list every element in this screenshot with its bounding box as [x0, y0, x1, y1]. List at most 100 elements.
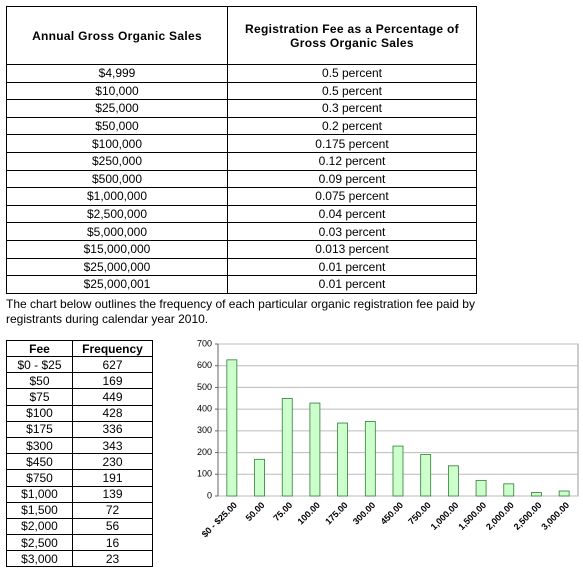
x-tick-label: 1,000.00 [429, 500, 461, 532]
table-row: $450 230 [6, 453, 153, 471]
header-cell: Frequency [72, 340, 153, 357]
table-cell: 336 [72, 420, 153, 438]
table-cell: $750 [6, 469, 73, 487]
table-row: $500,000 0.09 percent [6, 169, 477, 189]
table-cell: $2,500 [6, 534, 73, 552]
table-row: $50,000 0.2 percent [6, 116, 477, 136]
header-cell: Registration Fee as a Percentage of Gros… [227, 6, 477, 65]
table-cell: $4,999 [6, 64, 228, 83]
bar [281, 398, 293, 497]
table-row: $0 - $25 627 [6, 355, 153, 374]
table-cell: 0.175 percent [227, 134, 477, 153]
table-cell: $300 [6, 436, 73, 455]
x-tick-label: 2,500.00 [512, 500, 544, 532]
table-row: $1,000,000 0.075 percent [6, 187, 477, 206]
table-row: $10,000 0.5 percent [6, 81, 477, 101]
bar [558, 490, 570, 497]
table-cell: 0.01 percent [227, 275, 477, 294]
table-cell: 0.09 percent [227, 169, 477, 189]
header-row: Annual Gross Organic Sales Registration F… [6, 6, 477, 65]
x-tick-label: 300.00 [351, 500, 378, 527]
bar [503, 483, 515, 497]
table-cell: $250,000 [6, 151, 228, 171]
table-cell: 0.12 percent [227, 151, 477, 171]
y-tick-label: 500 [197, 382, 212, 392]
x-tick-label: 2,000.00 [484, 500, 516, 532]
table-cell: 0.03 percent [227, 222, 477, 241]
table-cell: $75 [6, 388, 73, 406]
table-row: $3,000 23 [6, 550, 153, 568]
table-cell: 343 [72, 436, 153, 455]
table-cell: 428 [72, 404, 153, 422]
table-row: $25,000,000 0.01 percent [6, 257, 477, 277]
table-cell: $1,000,000 [6, 187, 228, 206]
x-tick-label: 100.00 [295, 500, 322, 527]
bar [337, 422, 349, 497]
header-cell: Fee [6, 340, 73, 357]
bar [364, 421, 376, 497]
table-cell: $10,000 [6, 81, 228, 101]
table-cell: 0.2 percent [227, 116, 477, 136]
x-tick-label: 175.00 [323, 500, 350, 527]
bar [531, 492, 542, 497]
table-cell: $25,000,000 [6, 257, 228, 277]
table-row: $75 449 [6, 388, 153, 406]
table-cell: $50 [6, 372, 73, 390]
bar [420, 454, 432, 497]
table-row: $1,000 139 [6, 485, 153, 503]
table-cell: $1,000 [6, 485, 73, 503]
table-cell: $450 [6, 453, 73, 471]
table-cell: 56 [72, 517, 153, 536]
table-cell: $175 [6, 420, 73, 438]
table-row: $25,000,001 0.01 percent [6, 275, 477, 294]
table-cell: 0.3 percent [227, 99, 477, 118]
header-row: Fee Frequency [6, 340, 153, 357]
table-cell: $25,000 [6, 99, 228, 118]
table-row: $100,000 0.175 percent [6, 134, 477, 153]
table-cell: $100,000 [6, 134, 228, 153]
y-tick-label: 600 [197, 360, 212, 370]
table-cell: 0.013 percent [227, 239, 477, 259]
x-tick-label: 450.00 [379, 500, 406, 527]
table-cell: $2,000 [6, 517, 73, 536]
y-tick-label: 100 [197, 469, 212, 479]
table-cell: $1,500 [6, 501, 73, 519]
paragraph: The chart below outlines the frequency o… [6, 297, 475, 326]
x-tick-label: 75.00 [271, 500, 294, 523]
table-row: $250,000 0.12 percent [6, 151, 477, 171]
table-row: $100 428 [6, 404, 153, 422]
table-cell: 169 [72, 372, 153, 390]
table-cell: 0.5 percent [227, 81, 477, 101]
table-row: $25,000 0.3 percent [6, 99, 477, 118]
y-tick-label: 300 [197, 425, 212, 435]
table-cell: $100 [6, 404, 73, 422]
bar [254, 458, 265, 497]
table-row: $4,999 0.5 percent [6, 64, 477, 83]
bar [226, 359, 238, 497]
y-tick-label: 200 [197, 447, 212, 457]
table-cell: 139 [72, 485, 153, 503]
x-tick-label: 1,500.00 [456, 500, 488, 532]
table-cell: $5,000,000 [6, 222, 228, 241]
fee-table: Fee Frequency $0 - $25 627 $50 169 $75 449 $100… [6, 340, 153, 568]
table-cell: 16 [72, 534, 153, 552]
table-cell: 0.04 percent [227, 204, 477, 224]
bar [392, 445, 404, 497]
y-tick-label: 400 [197, 404, 212, 414]
table-cell: $25,000,001 [6, 275, 228, 294]
table-row: $750 191 [6, 469, 153, 487]
x-tick-label: $0 - $25.00 [200, 500, 239, 539]
table-row: $300 343 [6, 436, 153, 455]
header-cell: Annual Gross Organic Sales [6, 6, 228, 65]
x-tick-label: 750.00 [406, 500, 433, 527]
bar [309, 402, 321, 497]
bar [447, 465, 459, 497]
table-cell: 0.01 percent [227, 257, 477, 277]
table-cell: 449 [72, 388, 153, 406]
x-tick-label: 50.00 [244, 500, 267, 523]
sales-table: Annual Gross Organic Sales Registration F… [6, 6, 477, 294]
table-cell: $3,000 [6, 550, 73, 568]
x-tick-label: 3,000.00 [539, 500, 571, 532]
